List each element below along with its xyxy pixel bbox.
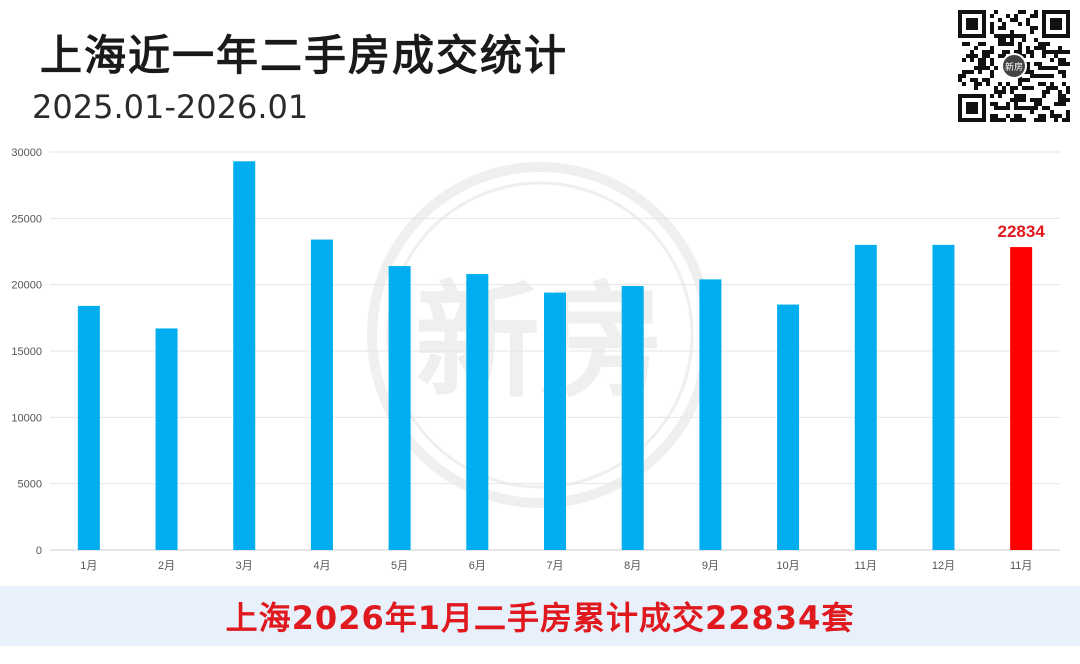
watermark: 新房 [367, 162, 713, 508]
bar [699, 279, 722, 550]
x-tick-label: 4月 [313, 560, 330, 572]
qr-center-label: 新房 [1005, 61, 1023, 73]
bar [233, 161, 256, 550]
bar [310, 239, 333, 550]
x-tick-label: 1月 [80, 560, 97, 572]
bar [854, 244, 877, 550]
qr-code: 新房 [958, 10, 1070, 122]
y-tick-label: 5000 [18, 479, 42, 491]
x-tick-label: 8月 [624, 560, 641, 572]
bar [155, 328, 178, 550]
x-tick-label: 7月 [546, 560, 563, 572]
data-label: 22834 [998, 222, 1046, 241]
x-tick-label: 12月 [932, 560, 955, 572]
x-tick-label: 3月 [236, 560, 253, 572]
y-tick-label: 10000 [11, 412, 42, 424]
y-tick-label: 20000 [11, 280, 42, 292]
summary-banner: 上海2026年1月二手房累计成交22834套 [0, 586, 1080, 646]
x-tick-label: 2月 [158, 560, 175, 572]
bar [544, 292, 566, 550]
x-tick-label: 5月 [391, 560, 408, 572]
x-tick-label: 9月 [702, 560, 719, 572]
bar [932, 244, 955, 550]
bar [777, 304, 800, 550]
bar [388, 266, 411, 550]
page-title: 上海近一年二手房成交统计 [40, 31, 569, 80]
date-range: 2025.01-2026.01 [32, 88, 309, 126]
x-tick-label: 11月 [855, 560, 877, 572]
x-tick-label: 10月 [776, 560, 799, 572]
bar [1010, 247, 1033, 550]
bar [621, 285, 644, 550]
x-tick-label: 6月 [469, 560, 486, 572]
x-tick-label: 11月 [1010, 560, 1032, 572]
y-tick-label: 0 [36, 545, 42, 557]
bar-chart: 新房 0 5000 10000 15000 20000 25000 30000 1月 2月 3月… [11, 147, 1060, 572]
y-tick-label: 30000 [11, 147, 42, 159]
y-tick-label: 25000 [11, 213, 42, 225]
y-tick-label: 15000 [11, 346, 42, 358]
bar [77, 305, 100, 550]
summary-text: 上海2026年1月二手房累计成交22834套 [225, 599, 855, 637]
bar [466, 274, 489, 550]
